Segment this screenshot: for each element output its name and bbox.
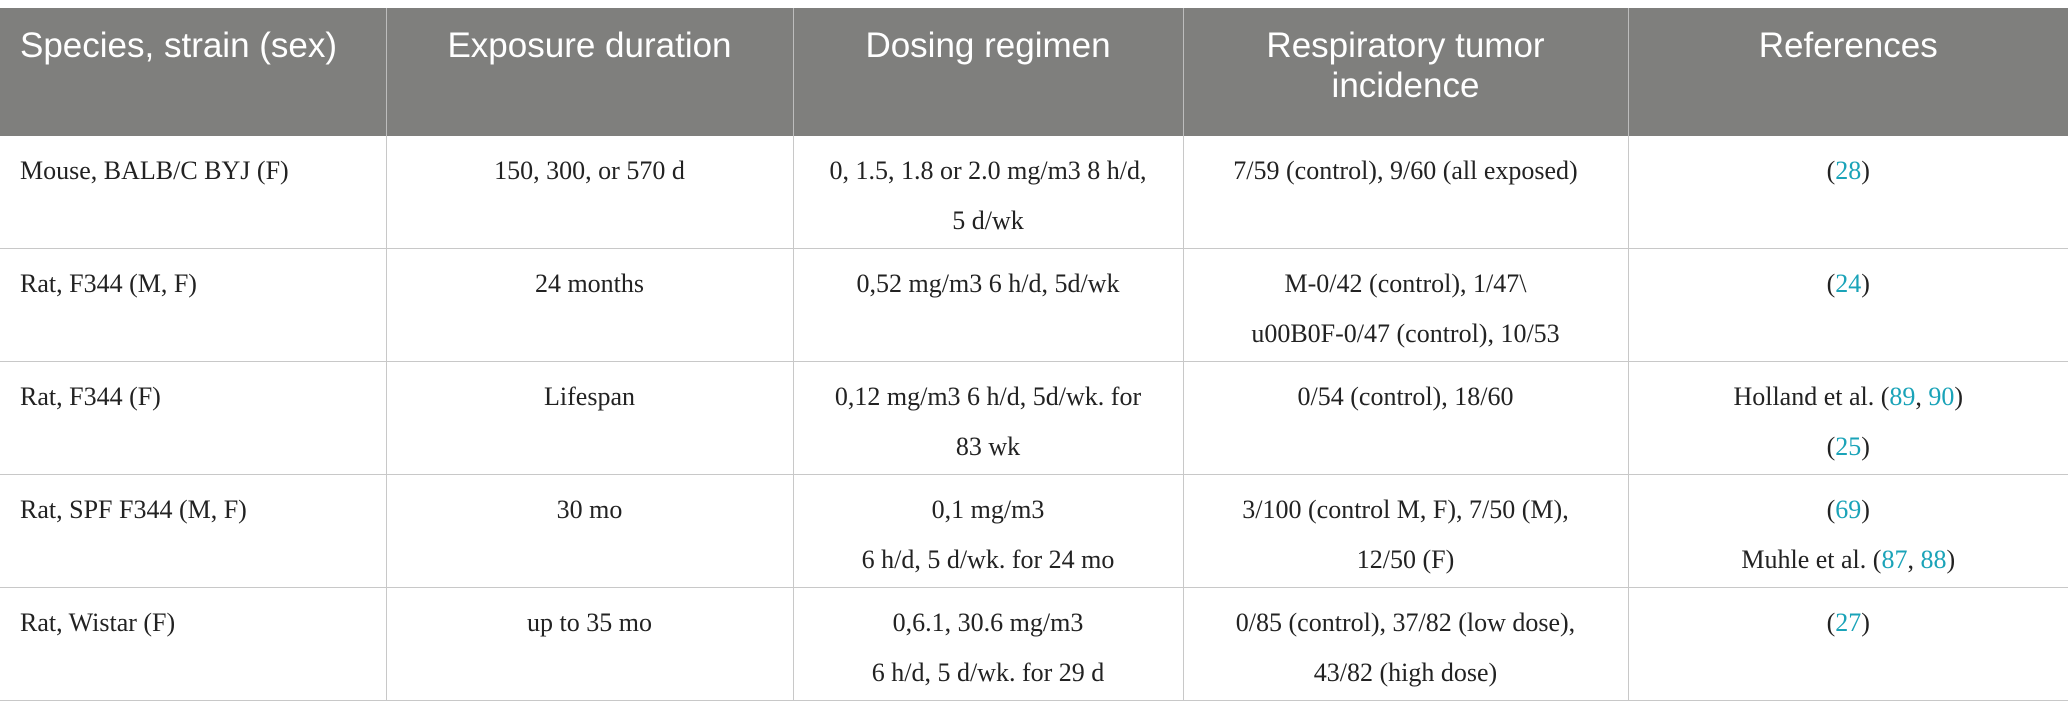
- reference-line: (25): [1641, 422, 2057, 472]
- cell-text: 3/100 (control M, F), 7/50 (M),: [1242, 495, 1569, 524]
- cell-text: M-0/42 (control), 1/47\: [1284, 269, 1527, 298]
- cell-text: 43/82 (high dose): [1313, 658, 1498, 687]
- cell-text: Lifespan: [544, 382, 635, 411]
- table-cell: 0,1 mg/m3 6 h/d, 5 d/wk. for 24 mo: [793, 474, 1184, 588]
- table-cell: Holland et al. (89, 90) (25): [1628, 361, 2068, 475]
- reference-text: Holland et al. (: [1733, 382, 1890, 411]
- cell-text: 0/85 (control), 37/82 (low dose),: [1235, 608, 1576, 637]
- cell-text: 0,52 mg/m3 6 h/d, 5d/wk: [856, 269, 1120, 298]
- reference-link[interactable]: 88: [1920, 545, 1947, 574]
- table-cell: 0, 1.5, 1.8 or 2.0 mg/m3 8 h/d, 5 d/wk: [793, 136, 1184, 249]
- table-cell: (24): [1628, 248, 2068, 362]
- reference-link[interactable]: 27: [1835, 608, 1862, 637]
- table-cell: 0,6.1, 30.6 mg/m3 6 h/d, 5 d/wk. for 29 d: [793, 587, 1184, 701]
- table-cell: 0/85 (control), 37/82 (low dose), 43/82 (…: [1183, 587, 1629, 701]
- cell-text: 7/59 (control), 9/60 (all exposed): [1233, 156, 1578, 185]
- table-cell: Rat, F344 (F): [0, 361, 387, 475]
- reference-line: (27): [1641, 598, 2057, 648]
- cell-text: Rat, F344 (M, F): [20, 269, 197, 298]
- cell-text: 6 h/d, 5 d/wk. for 29 d: [871, 658, 1105, 687]
- reference-text: ): [1861, 269, 1870, 298]
- cell-text: Rat, SPF F344 (M, F): [20, 495, 247, 524]
- reference-text: ): [1946, 545, 1956, 574]
- cell-text: 0,6.1, 30.6 mg/m3: [892, 608, 1084, 637]
- reference-line: (28): [1641, 146, 2057, 196]
- cell-text: Rat, Wistar (F): [20, 608, 176, 637]
- reference-text: ): [1954, 382, 1964, 411]
- reference-text: (: [1826, 495, 1836, 524]
- table-row: Rat, F344 (F) Lifespan 0,12 mg/m3 6 h/d, 5…: [0, 361, 2068, 475]
- table-row: Rat, F344 (M, F) 24 months 0,52 mg/m3 6 h/…: [0, 248, 2068, 362]
- table-cell: (27): [1628, 587, 2068, 701]
- table-header: Species, strain (sex) Exposure duration Do…: [0, 8, 2068, 136]
- reference-text: ): [1861, 495, 1870, 524]
- reference-text: ): [1861, 432, 1870, 461]
- reference-text: (: [1826, 269, 1836, 298]
- table-cell: Lifespan: [386, 361, 794, 475]
- table-cell: 0/54 (control), 18/60: [1183, 361, 1629, 475]
- reference-line: Muhle et al. (87, 88): [1641, 535, 2057, 585]
- table-cell: 24 months: [386, 248, 794, 362]
- reference-link[interactable]: 24: [1835, 269, 1862, 298]
- reference-link[interactable]: 89: [1889, 382, 1916, 411]
- header-cell: References: [1628, 8, 2068, 136]
- reference-text: (: [1826, 432, 1836, 461]
- page: Species, strain (sex) Exposure duration Do…: [0, 8, 2068, 702]
- cell-text: 150, 300, or 570 d: [494, 156, 685, 185]
- cell-text: 0/54 (control), 18/60: [1297, 382, 1514, 411]
- table-cell: up to 35 mo: [386, 587, 794, 701]
- data-table: Species, strain (sex) Exposure duration Do…: [0, 8, 2068, 701]
- cell-text: 12/50 (F): [1356, 545, 1455, 574]
- cell-text: 5 d/wk: [952, 206, 1024, 235]
- table-cell: 150, 300, or 570 d: [386, 136, 794, 249]
- reference-line: (24): [1641, 259, 2057, 309]
- cell-text: u00B0F-0/47 (control), 10/53: [1251, 319, 1560, 348]
- table-cell: Rat, SPF F344 (M, F): [0, 474, 387, 588]
- reference-link[interactable]: 69: [1835, 495, 1862, 524]
- reference-text: ): [1861, 156, 1870, 185]
- cell-text: 0,1 mg/m3: [931, 495, 1045, 524]
- cell-text: 6 h/d, 5 d/wk. for 24 mo: [861, 545, 1115, 574]
- table-cell: (69) Muhle et al. (87, 88): [1628, 474, 2068, 588]
- reference-text: Muhle et al. (: [1741, 545, 1882, 574]
- reference-line: (69): [1641, 485, 2057, 535]
- table-cell: Rat, Wistar (F): [0, 587, 387, 701]
- reference-text: (: [1826, 156, 1836, 185]
- table-cell: 3/100 (control M, F), 7/50 (M), 12/50 (F): [1183, 474, 1629, 588]
- reference-line: Holland et al. (89, 90): [1641, 372, 2057, 422]
- header-cell: Species, strain (sex): [0, 8, 387, 136]
- reference-link[interactable]: 87: [1881, 545, 1908, 574]
- reference-link[interactable]: 90: [1928, 382, 1955, 411]
- reference-text: ,: [1915, 382, 1929, 411]
- header-cell: Dosing regimen: [793, 8, 1184, 136]
- cell-text: 30 mo: [556, 495, 623, 524]
- table-cell: (28): [1628, 136, 2068, 249]
- cell-text: Mouse, BALB/C BYJ (F): [20, 156, 289, 185]
- cell-text: up to 35 mo: [527, 608, 652, 637]
- table-row: Rat, Wistar (F) up to 35 mo 0,6.1, 30.6 mg…: [0, 587, 2068, 701]
- table-cell: 30 mo: [386, 474, 794, 588]
- table-cell: Mouse, BALB/C BYJ (F): [0, 136, 387, 249]
- header-cell: Respiratory tumor incidence: [1183, 8, 1629, 136]
- table-row: Rat, SPF F344 (M, F) 30 mo 0,1 mg/m3 6 h/d,…: [0, 474, 2068, 588]
- table-row: Mouse, BALB/C BYJ (F) 150, 300, or 570 d 0…: [0, 136, 2068, 249]
- header-cell: Exposure duration: [386, 8, 794, 136]
- reference-text: ,: [1907, 545, 1921, 574]
- cell-text: 83 wk: [955, 432, 1021, 461]
- header-row: Species, strain (sex) Exposure duration Do…: [0, 8, 2068, 136]
- table-cell: 0,12 mg/m3 6 h/d, 5d/wk. for 83 wk: [793, 361, 1184, 475]
- table-cell: Rat, F344 (M, F): [0, 248, 387, 362]
- cell-text: 24 months: [534, 269, 645, 298]
- table-cell: 7/59 (control), 9/60 (all exposed): [1183, 136, 1629, 249]
- reference-text: ): [1861, 608, 1870, 637]
- reference-link[interactable]: 25: [1835, 432, 1862, 461]
- table-body: Mouse, BALB/C BYJ (F) 150, 300, or 570 d 0…: [0, 136, 2068, 701]
- cell-text: 0, 1.5, 1.8 or 2.0 mg/m3 8 h/d,: [829, 156, 1147, 185]
- cell-text: Rat, F344 (F): [20, 382, 161, 411]
- cell-text: 0,12 mg/m3 6 h/d, 5d/wk. for: [834, 382, 1142, 411]
- reference-text: (: [1826, 608, 1836, 637]
- table-cell: 0,52 mg/m3 6 h/d, 5d/wk: [793, 248, 1184, 362]
- reference-link[interactable]: 28: [1835, 156, 1862, 185]
- table-cell: M-0/42 (control), 1/47\ u00B0F-0/47 (cont…: [1183, 248, 1629, 362]
